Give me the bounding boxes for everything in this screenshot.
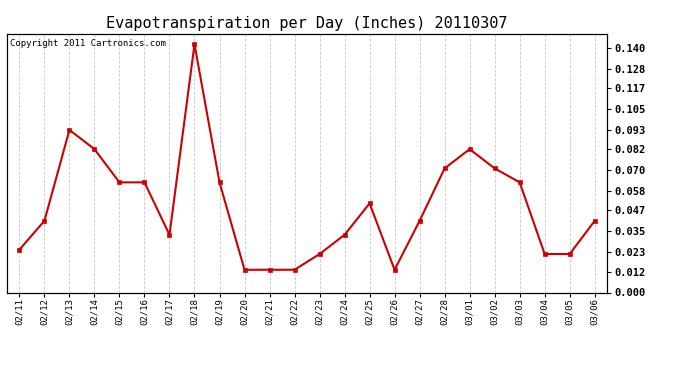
Text: Copyright 2011 Cartronics.com: Copyright 2011 Cartronics.com [10, 39, 166, 48]
Title: Evapotranspiration per Day (Inches) 20110307: Evapotranspiration per Day (Inches) 2011… [106, 16, 508, 31]
